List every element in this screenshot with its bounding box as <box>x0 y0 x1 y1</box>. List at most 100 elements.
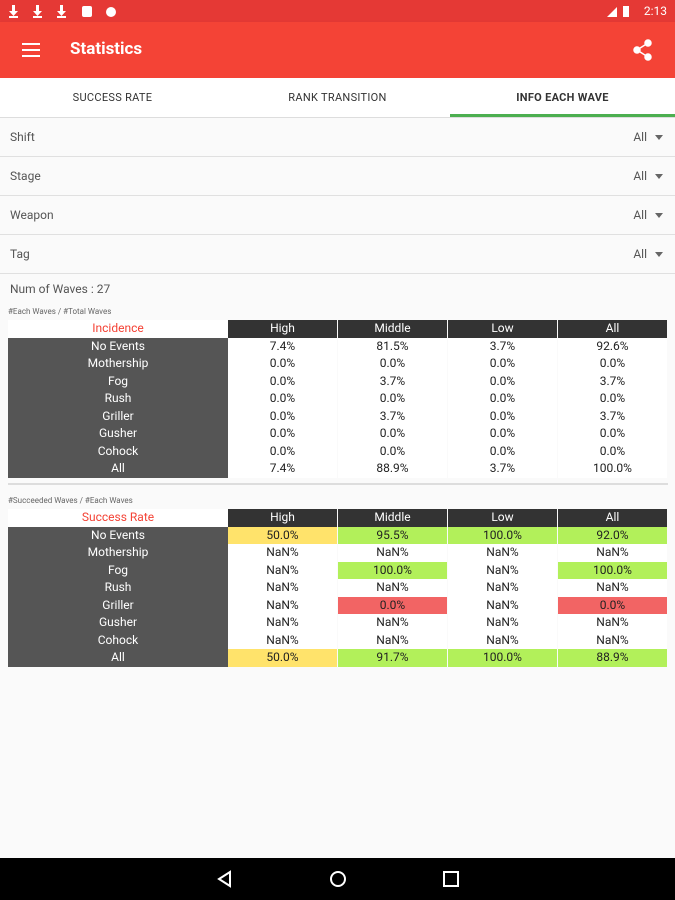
table-corner: Incidence <box>8 320 228 338</box>
table-cell: 3.7% <box>448 460 557 478</box>
table-cell: 91.7% <box>338 649 447 667</box>
table-cell: 0.0% <box>448 442 557 460</box>
filter-value: All <box>633 208 647 222</box>
row-label: Cohock <box>8 442 228 460</box>
column-header: Middle <box>338 320 447 338</box>
table-cell: NaN% <box>228 561 337 579</box>
column-header: All <box>558 509 667 527</box>
dropdown-arrow <box>655 135 663 140</box>
table-cell: 100.0% <box>338 561 447 579</box>
filter-value: All <box>633 169 647 183</box>
row-label: No Events <box>8 337 228 355</box>
column-header: Low <box>448 320 557 338</box>
row-label: Mothership <box>8 355 228 373</box>
table-cell: NaN% <box>448 596 557 614</box>
table-cell: 92.0% <box>558 526 667 544</box>
table-cell: NaN% <box>228 631 337 649</box>
table-cell: 7.4% <box>228 460 337 478</box>
table-cell: 92.6% <box>558 337 667 355</box>
table-cell: 88.9% <box>338 460 447 478</box>
table-cell: 0.0% <box>338 425 447 443</box>
table-cell: 3.7% <box>338 407 447 425</box>
filter-label: Tag <box>10 247 30 261</box>
dropdown-arrow <box>655 252 663 257</box>
table-corner: Success Rate <box>8 509 228 527</box>
table-cell: NaN% <box>338 614 447 632</box>
table-cell: 100.0% <box>558 561 667 579</box>
table-cell: 100.0% <box>448 649 557 667</box>
table-cell: 0.0% <box>338 596 447 614</box>
recents-button[interactable] <box>441 870 461 888</box>
table-cell: 3.7% <box>448 337 557 355</box>
table-cell: 0.0% <box>558 425 667 443</box>
table-cell: NaN% <box>558 631 667 649</box>
filter-row[interactable]: Weapon All <box>0 196 675 235</box>
table-cell: NaN% <box>448 579 557 597</box>
table-cell: 0.0% <box>228 407 337 425</box>
tab[interactable]: RANK TRANSITION <box>288 91 387 104</box>
filter-row[interactable]: Shift All <box>0 118 675 157</box>
table-cell: 3.7% <box>558 372 667 390</box>
tab[interactable]: SUCCESS RATE <box>72 91 153 104</box>
home-button[interactable] <box>328 870 348 888</box>
app-title: Statistics <box>70 39 143 59</box>
table-cell: 100.0% <box>448 526 557 544</box>
column-header: All <box>558 320 667 338</box>
table-cell: 0.0% <box>228 425 337 443</box>
clock: 2:13 <box>643 4 667 18</box>
table-cell: NaN% <box>228 596 337 614</box>
table-cell: 0.0% <box>338 442 447 460</box>
table-cell: 0.0% <box>448 390 557 408</box>
table-cell: NaN% <box>448 561 557 579</box>
table-cell: NaN% <box>338 631 447 649</box>
app-bar <box>0 22 675 78</box>
back-button[interactable] <box>215 870 235 888</box>
row-label: Gusher <box>8 614 228 632</box>
tab[interactable]: INFO EACH WAVE <box>516 91 609 104</box>
row-label: Mothership <box>8 544 228 562</box>
filter-label: Weapon <box>10 208 54 222</box>
row-label: Fog <box>8 561 228 579</box>
filter-row[interactable]: Stage All <box>0 157 675 196</box>
table-cell: 0.0% <box>558 596 667 614</box>
share-button[interactable] <box>632 39 654 61</box>
divider <box>8 482 668 485</box>
table-cell: 0.0% <box>448 372 557 390</box>
row-label: Rush <box>8 579 228 597</box>
table-cell: 0.0% <box>228 372 337 390</box>
filter-label: Stage <box>10 169 41 183</box>
tab-indicator <box>450 114 675 117</box>
menu-button[interactable] <box>22 42 42 58</box>
row-label: Rush <box>8 390 228 408</box>
table-cell: 0.0% <box>448 407 557 425</box>
table-cell: NaN% <box>228 544 337 562</box>
table-cell: 0.0% <box>338 355 447 373</box>
table-cell: NaN% <box>558 544 667 562</box>
table-caption: #Succeeded Waves / #Each Waves <box>8 496 133 505</box>
table-cell: NaN% <box>558 579 667 597</box>
table-caption: #Each Waves / #Total Waves <box>8 307 112 316</box>
table-cell: NaN% <box>448 614 557 632</box>
table-cell: NaN% <box>448 544 557 562</box>
table-cell: NaN% <box>338 544 447 562</box>
table-cell: 50.0% <box>228 649 337 667</box>
table-cell: NaN% <box>558 614 667 632</box>
filter-label: Shift <box>10 130 35 144</box>
table-cell: 0.0% <box>558 390 667 408</box>
row-label: No Events <box>8 526 228 544</box>
row-label: Griller <box>8 596 228 614</box>
table-cell: 50.0% <box>228 526 337 544</box>
table-cell: 0.0% <box>558 442 667 460</box>
summary: Num of Waves : 27 <box>10 282 111 296</box>
column-header: Low <box>448 509 557 527</box>
table-cell: 0.0% <box>448 355 557 373</box>
nav-bar <box>0 858 675 900</box>
row-label: Gusher <box>8 425 228 443</box>
table-cell: 0.0% <box>228 442 337 460</box>
table-cell: 88.9% <box>558 649 667 667</box>
dropdown-arrow <box>655 213 663 218</box>
filter-row[interactable]: Tag All <box>0 235 675 274</box>
table-cell: NaN% <box>448 631 557 649</box>
table-cell: 95.5% <box>338 526 447 544</box>
